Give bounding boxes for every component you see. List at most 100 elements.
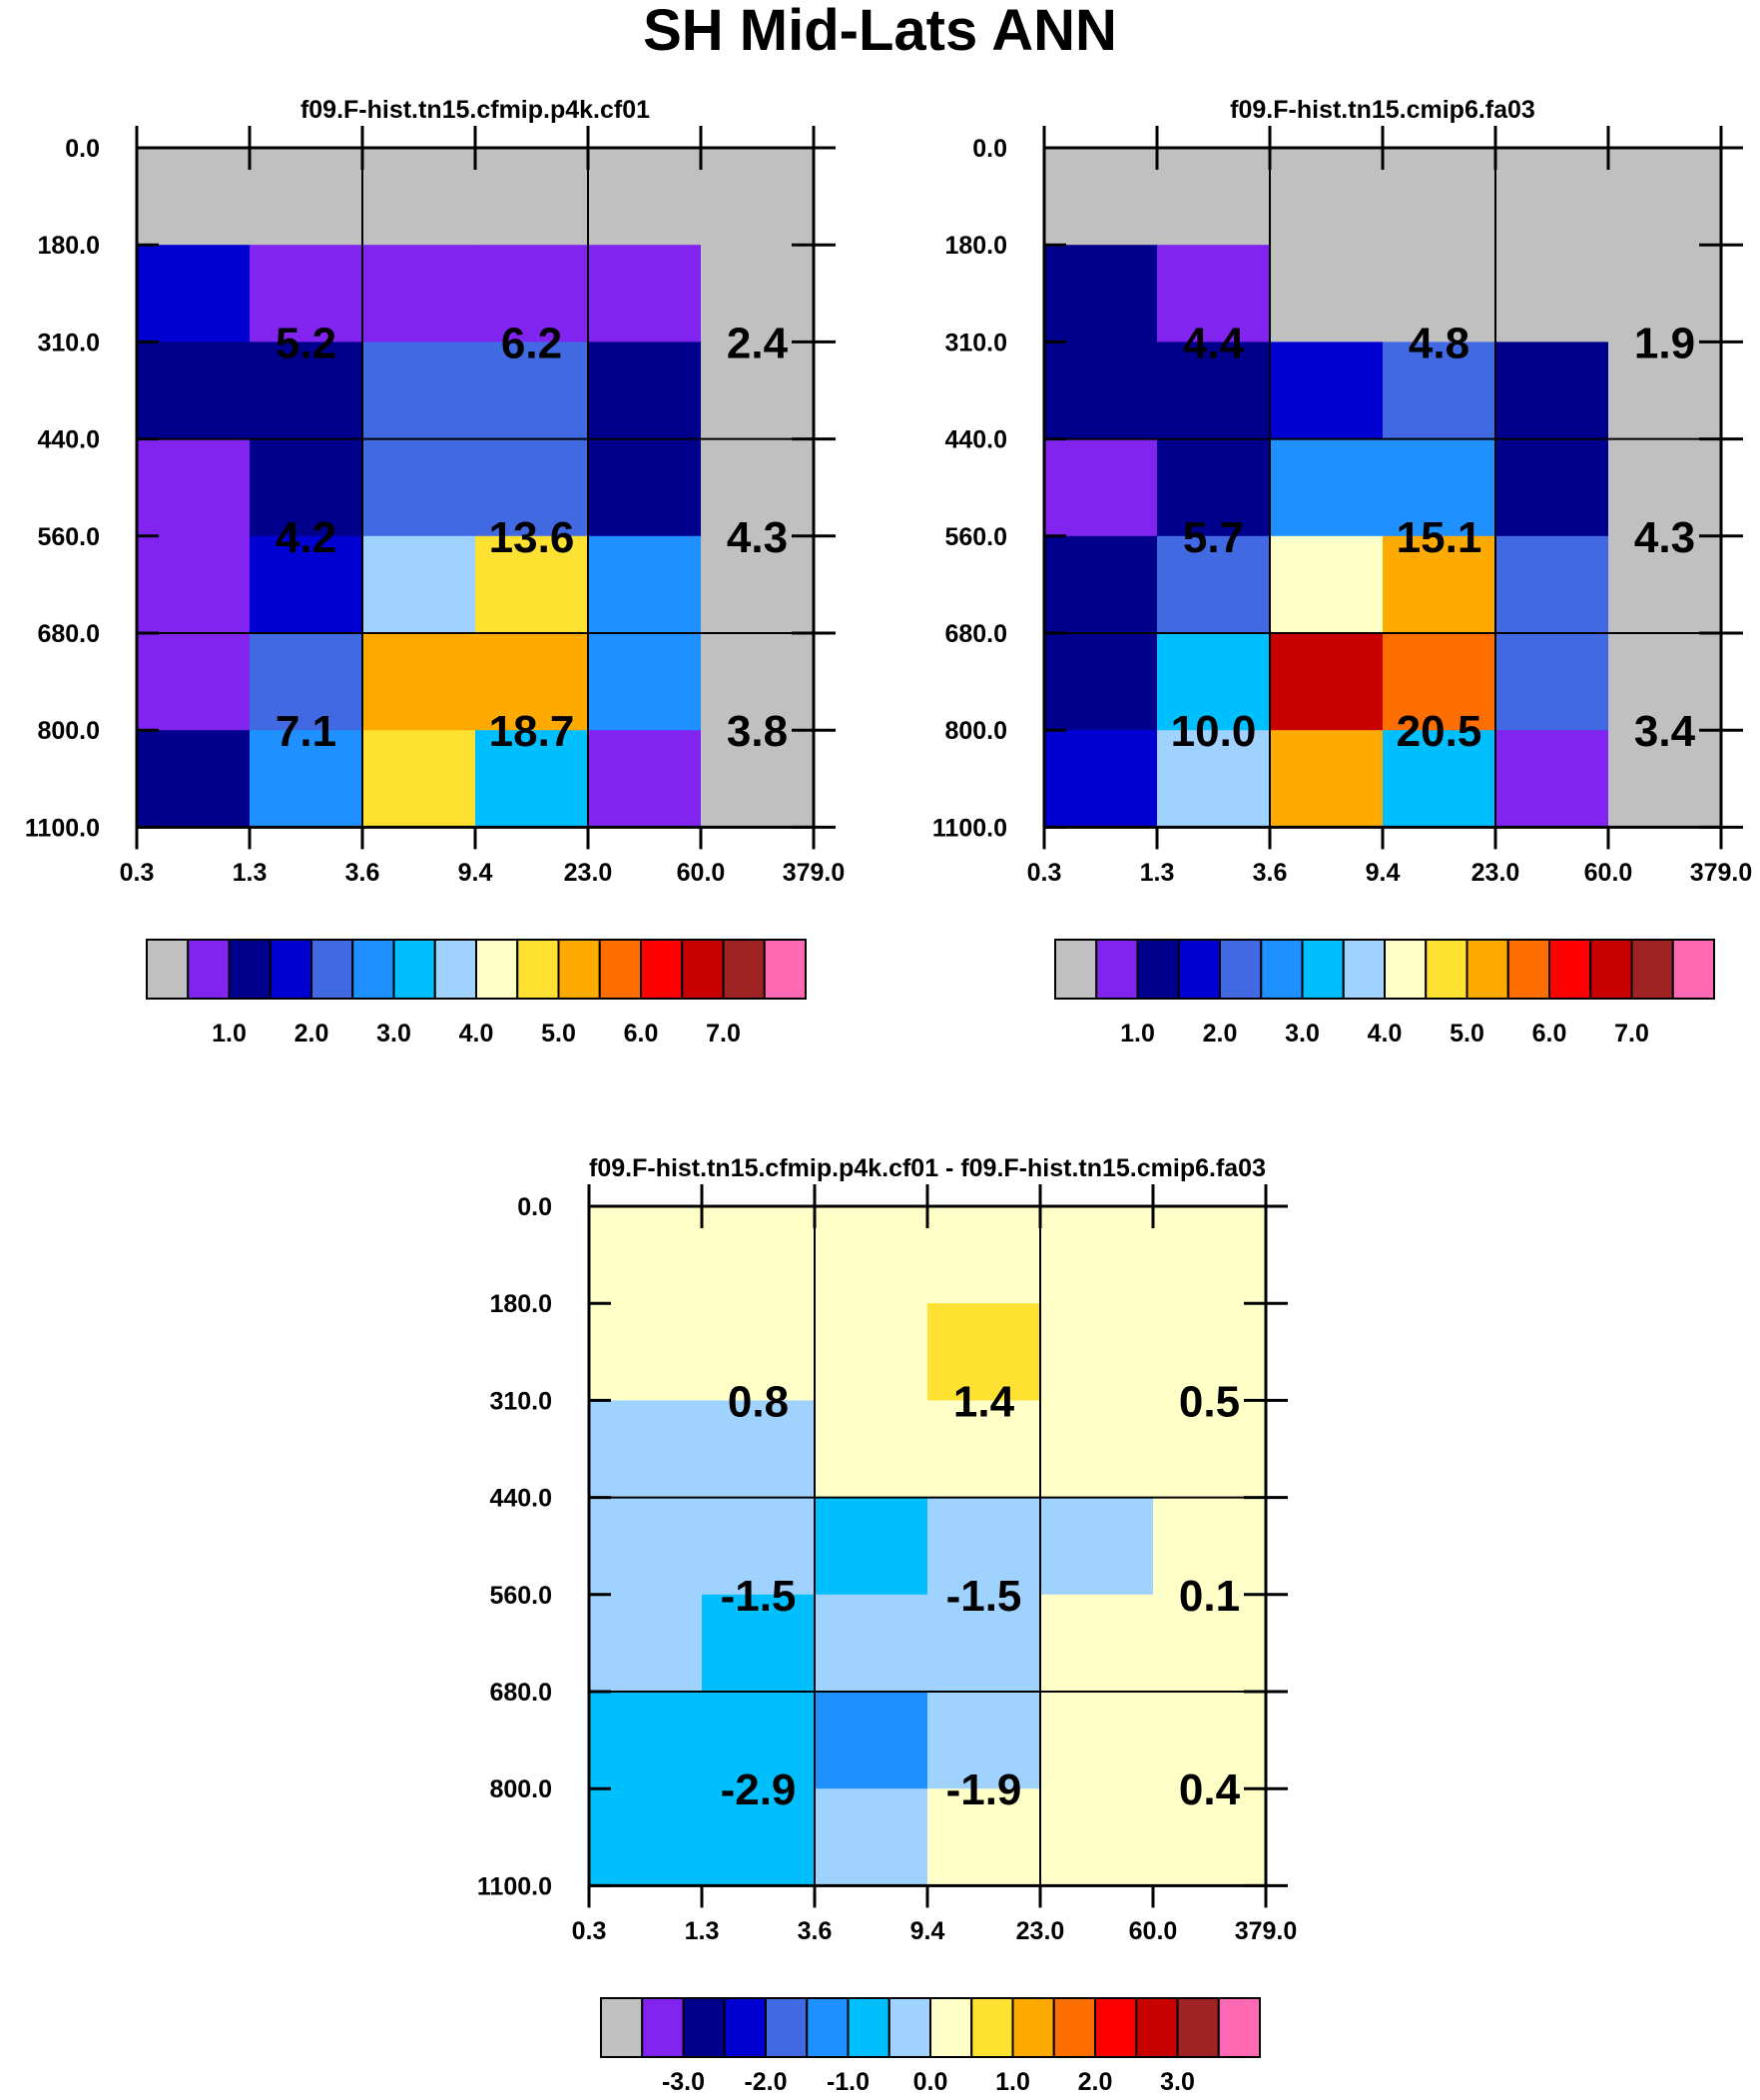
panel-title: f09.F-hist.tn15.cmip6.fa03 <box>1230 96 1535 124</box>
cell-value-label: 0.5 <box>1179 1377 1240 1426</box>
colorbar-swatch <box>1630 939 1674 1000</box>
colorbar-label: -1.0 <box>827 2068 870 2096</box>
heatmap-cell <box>1383 730 1496 828</box>
heatmap-cell <box>927 1692 1041 1789</box>
heatmap-cell <box>475 148 589 246</box>
panel-title: f09.F-hist.tn15.cfmip.p4k.cf01 - f09.F-h… <box>589 1154 1266 1182</box>
x-tick-label: 9.4 <box>1366 859 1401 887</box>
colorbar-label: 6.0 <box>624 1020 659 1048</box>
heatmap-cell <box>815 1788 928 1886</box>
colorbar-swatch <box>1219 939 1263 1000</box>
heatmap-cell <box>1270 535 1384 634</box>
cell-value-label: -1.5 <box>946 1572 1022 1621</box>
heatmap-cell <box>1383 633 1496 731</box>
heatmap-cell <box>1153 1788 1267 1886</box>
colorbar-swatch <box>1011 1997 1055 2058</box>
cell-value-label: 1.4 <box>953 1377 1015 1426</box>
colorbar-swatch <box>557 939 601 1000</box>
colorbar-label: 5.0 <box>1450 1020 1484 1048</box>
heatmap-panel-1: f09.F-hist.tn15.cfmip.p4k.cf01 0.0 180.0 31… <box>25 96 845 1048</box>
colorbar-swatch <box>1384 939 1428 1000</box>
y-tick-label: 440.0 <box>944 426 1007 454</box>
heatmap-cell <box>1608 342 1722 440</box>
heatmap-cell <box>1270 342 1384 440</box>
y-tick-label: 800.0 <box>489 1775 552 1803</box>
x-tick-label: 1.3 <box>1140 859 1175 887</box>
heatmap-cell <box>362 730 476 828</box>
heatmap-cell <box>701 245 815 343</box>
cell-value-label: 0.4 <box>1179 1765 1241 1814</box>
heatmap-cell <box>701 438 815 537</box>
heatmap-cell <box>1153 1594 1267 1693</box>
heatmap-cell <box>1040 1692 1154 1789</box>
heatmap-cell <box>1495 342 1609 440</box>
cell-value-label: -1.9 <box>946 1765 1022 1814</box>
cell-value-label: 3.8 <box>727 707 788 756</box>
colorbar-swatch <box>641 1997 685 2058</box>
heatmap-cell <box>362 342 476 440</box>
heatmap-cell <box>1157 438 1271 537</box>
colorbar-swatch <box>1094 1997 1138 2058</box>
heatmap-cell <box>1383 245 1496 343</box>
heatmap-cell <box>1608 633 1722 731</box>
heatmap-cell <box>588 633 702 731</box>
heatmap-cell <box>702 1594 816 1693</box>
heatmap-panel-3: f09.F-hist.tn15.cfmip.p4k.cf01 - f09.F-h… <box>477 1154 1297 2096</box>
heatmap-cell <box>927 1594 1041 1693</box>
x-tick-label: 0.3 <box>120 859 155 887</box>
x-tick-label: 23.0 <box>564 859 613 887</box>
x-tick-label: 3.6 <box>798 1917 833 1945</box>
heatmap-cell <box>1044 535 1158 634</box>
heatmap-cell <box>701 148 815 246</box>
heatmap-cell <box>137 438 251 537</box>
colorbar-swatch <box>929 1997 973 2058</box>
heatmap-cell <box>1608 730 1722 828</box>
cell-value-label: 0.1 <box>1179 1572 1240 1621</box>
x-tick-label: 1.3 <box>685 1917 720 1945</box>
x-tick-label: 0.3 <box>572 1917 607 1945</box>
heatmap-cell <box>1608 535 1722 634</box>
y-tick-label: 180.0 <box>489 1290 552 1318</box>
y-tick-label: 310.0 <box>489 1387 552 1415</box>
heatmap-cell <box>588 148 702 246</box>
heatmap-cell <box>362 535 476 634</box>
heatmap-cell <box>250 148 363 246</box>
colorbar-swatch <box>228 939 272 1000</box>
y-tick-label: 310.0 <box>37 329 100 356</box>
heatmap-cell <box>1044 342 1158 440</box>
cell-value-label: 20.5 <box>1397 707 1482 756</box>
heatmap-cell <box>1383 342 1496 440</box>
heatmap-cell <box>1040 1497 1154 1596</box>
heatmap-cell <box>1044 438 1158 537</box>
heatmap-cell <box>250 535 363 634</box>
colorbar-swatch <box>1466 939 1509 1000</box>
heatmap-cell <box>815 1594 928 1693</box>
heatmap-cell <box>927 1400 1041 1499</box>
cell-value-label: 3.4 <box>1634 707 1696 756</box>
heatmap-cell <box>588 438 702 537</box>
cell-value-label: -1.5 <box>721 1572 797 1621</box>
heatmap-cell <box>927 1206 1041 1304</box>
y-tick-label: 0.0 <box>517 1193 552 1221</box>
colorbar-label: 0.0 <box>913 2068 948 2096</box>
colorbar-label: 7.0 <box>706 1020 741 1048</box>
heatmap-cell <box>1157 148 1271 246</box>
x-tick-label: 379.0 <box>1690 859 1753 887</box>
y-tick-label: 560.0 <box>944 523 1007 551</box>
heatmap-cell <box>1044 245 1158 343</box>
cell-value-label: 18.7 <box>489 707 575 756</box>
heatmap-cell <box>815 1692 928 1789</box>
colorbar-swatch <box>392 939 436 1000</box>
heatmap-cell <box>1608 438 1722 537</box>
heatmap-cell <box>1495 633 1609 731</box>
heatmap-cell <box>250 633 363 731</box>
heatmap-cell <box>1153 1206 1267 1304</box>
colorbar-swatch <box>806 1997 850 2058</box>
heatmap-cell <box>702 1788 816 1886</box>
heatmap-cell <box>250 342 363 440</box>
heatmap-cell <box>1608 148 1722 246</box>
colorbar-swatch <box>1342 939 1386 1000</box>
colorbar-swatch <box>887 1997 931 2058</box>
colorbar-swatch <box>310 939 354 1000</box>
heatmap-cell <box>250 245 363 343</box>
